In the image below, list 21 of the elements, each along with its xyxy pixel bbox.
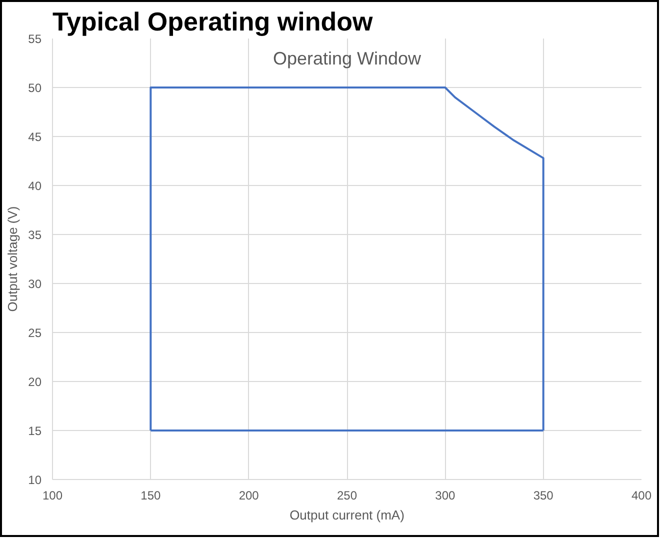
x-tick-label: 250: [336, 488, 358, 502]
y-tick-label: 40: [28, 179, 42, 193]
y-tick-label: 20: [28, 375, 42, 389]
y-tick-label: 55: [28, 32, 42, 46]
y-axis-title: Output voltage (V): [5, 206, 20, 312]
y-tick-label: 45: [28, 130, 42, 144]
x-tick-label: 100: [42, 488, 63, 502]
x-tick-label: 150: [140, 488, 162, 502]
x-tick-label: 350: [533, 488, 554, 502]
y-tick-label: 25: [28, 326, 42, 340]
x-axis-title: Output current (mA): [290, 508, 404, 522]
x-tick-label: 400: [631, 488, 652, 502]
x-tick-label: 300: [435, 488, 456, 502]
y-tick-label: 35: [28, 228, 42, 242]
y-tick-label: 50: [28, 81, 42, 95]
y-tick-label: 15: [28, 424, 42, 438]
chart-title: Typical Operating window: [52, 6, 374, 36]
y-tick-label: 30: [28, 277, 42, 291]
y-tick-label: 10: [28, 473, 42, 487]
x-tick-label: 200: [238, 488, 260, 502]
text: Operating Window: [272, 48, 422, 68]
